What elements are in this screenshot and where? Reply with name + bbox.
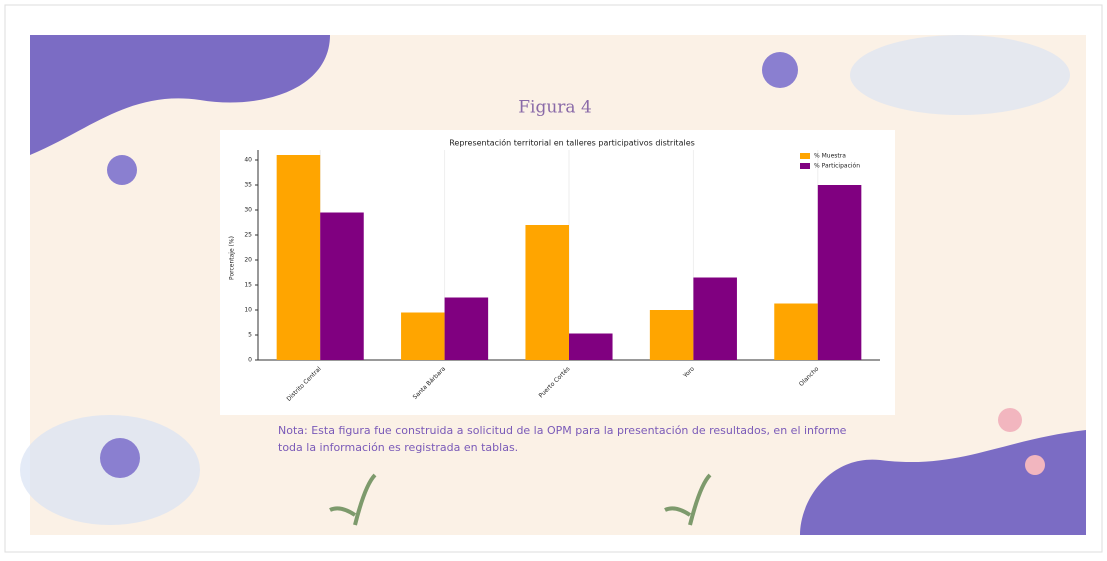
legend-label: % Muestra [814,153,846,160]
bar [649,310,694,360]
decor-flower [762,52,798,88]
bar [569,333,613,360]
decor-cloud [850,35,1070,115]
decor-leaf [329,473,377,526]
decor-leaf [664,473,712,526]
legend-swatch [800,153,810,159]
y-tick-label: 5 [248,332,252,339]
y-tick-label: 15 [244,282,252,289]
note: Nota: Esta figura fue construida a solic… [278,424,847,454]
decor-flower [998,408,1022,432]
note-box: Nota: Esta figura fue construida a solic… [278,424,847,454]
decor-flower [100,438,140,478]
bar [401,312,445,360]
y-tick-label: 0 [248,357,252,364]
decor-flower [107,155,137,185]
decor-blob [800,430,1086,535]
decor-flower [1025,455,1045,475]
decor-blob [30,35,330,155]
bar [817,185,862,360]
y-tick-label: 20 [244,257,252,264]
bar [693,277,737,360]
legend-swatch [800,163,810,169]
bar [320,212,364,360]
y-tick-label: 10 [244,307,252,314]
bar [444,297,489,360]
y-axis-label: Porcentaje (%) [229,236,236,280]
bar [525,225,569,360]
bar [774,303,818,360]
legend-label: % Participación [814,163,860,170]
y-tick-label: 25 [244,232,252,239]
bar [276,155,321,360]
y-tick-label: 35 [244,182,252,189]
y-tick-label: 40 [244,157,252,164]
chart-title: Representación territorial en talleres p… [449,138,695,148]
slide-heading: Figura 4 [518,98,592,118]
y-tick-label: 30 [244,207,252,214]
